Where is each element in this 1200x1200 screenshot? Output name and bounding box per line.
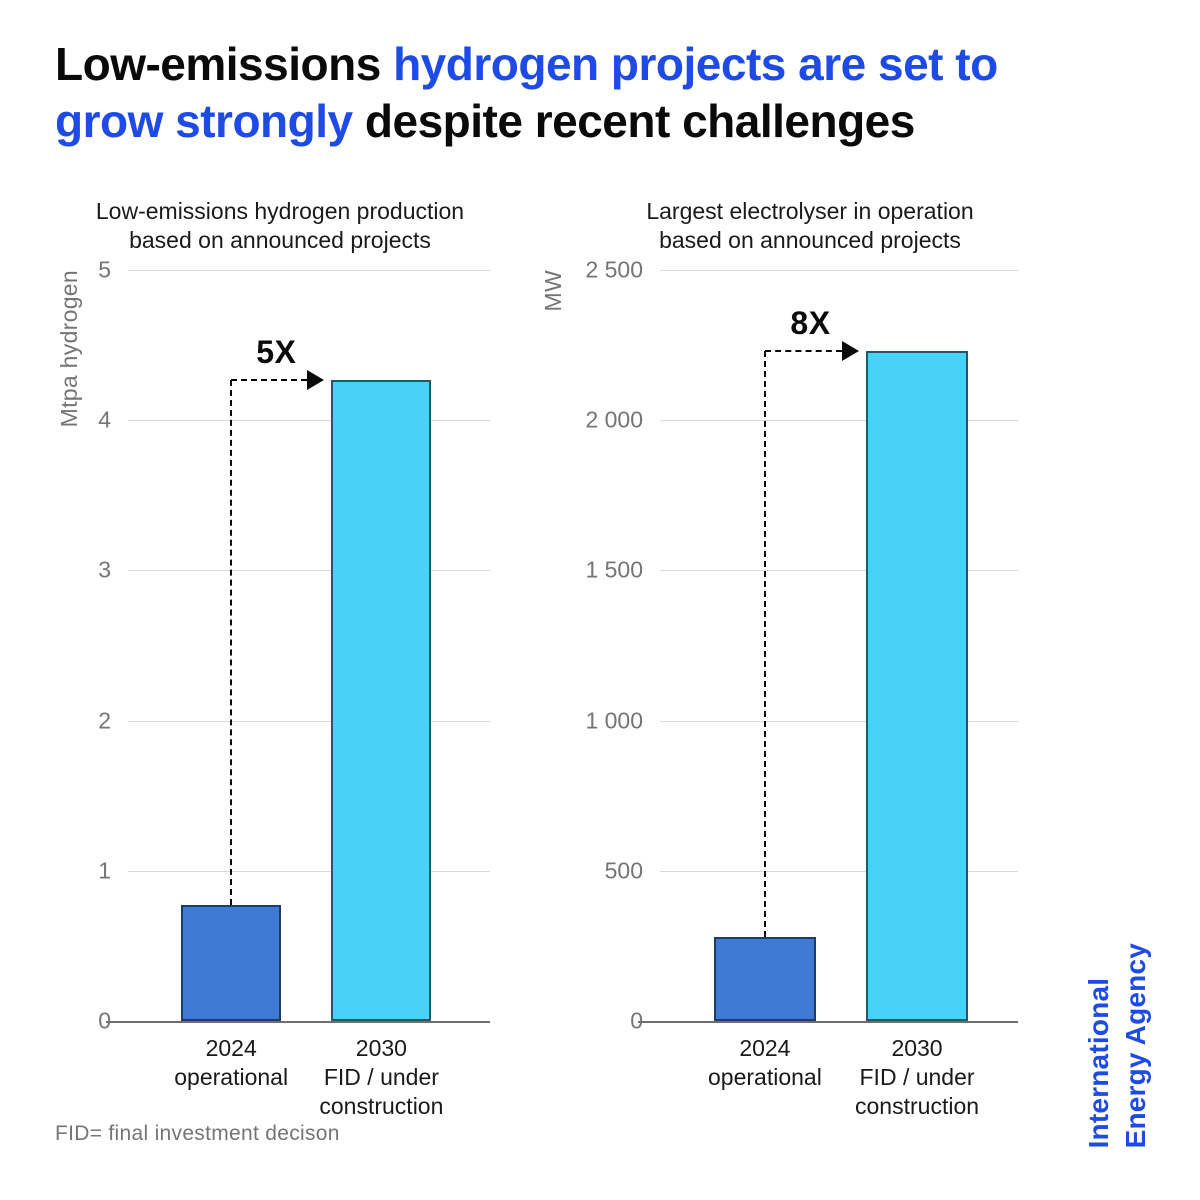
x-category-label: 2024 operational (121, 1034, 341, 1092)
bar-2030-fid-under-construction (866, 351, 969, 1021)
y-axis-label: Mtpa hydrogen (56, 270, 82, 428)
chart-subtitle: Largest electrolyser in operation based o… (570, 197, 1050, 255)
bar-2030-fid-under-construction (331, 379, 432, 1021)
annotation-multiplier-label: 8X (790, 305, 831, 342)
gridline (660, 720, 1018, 722)
title-segment-black-2: despite recent challenges (352, 95, 915, 147)
gridline (128, 570, 490, 572)
chart-hydrogen-production: Low-emissions hydrogen production based o… (40, 195, 550, 1135)
y-tick-label: 1 000 (585, 707, 643, 734)
y-tick-label: 0 (630, 1007, 643, 1034)
bar-2024-operational (713, 936, 816, 1021)
x-category-label-line-1: 2024 (205, 1035, 257, 1061)
chart-subtitle-line-2: based on announced projects (129, 227, 431, 253)
annotation-arrowhead-icon (307, 369, 325, 390)
footnote: FID= final investment decison (55, 1122, 340, 1145)
x-category-label-line-1: 2030 (355, 1035, 407, 1061)
annotation-arrowhead-icon (842, 341, 860, 362)
gridline (128, 720, 490, 722)
chart-subtitle: Low-emissions hydrogen production based o… (40, 197, 520, 255)
x-axis-line (106, 1021, 490, 1023)
gridline (660, 270, 1018, 271)
gridline (128, 870, 490, 872)
y-tick-label: 0 (98, 1007, 111, 1034)
x-category-label-line-3: construction (855, 1093, 980, 1119)
gridline (128, 420, 490, 422)
x-category-label-line-3: construction (319, 1093, 444, 1119)
x-category-label-line-2: operational (708, 1064, 822, 1090)
gridline (660, 570, 1018, 572)
y-tick-label: 1 (98, 857, 111, 884)
gridline (660, 420, 1018, 422)
x-category-label-line-2: operational (174, 1064, 289, 1090)
chart-largest-electrolyser: Largest electrolyser in operation based o… (540, 195, 1080, 1135)
iea-logo-line-2: Energy Agency (1120, 942, 1151, 1148)
annotation-dashed-horizontal (231, 378, 308, 381)
x-axis-line (638, 1021, 1018, 1023)
plot-area: 2024 operational 2030 FID / under constructi… (638, 270, 1018, 1119)
main-title: Low-emissions hydrogen projects are set … (55, 36, 1065, 150)
iea-logo-line-1: International (1083, 977, 1114, 1148)
gridline (128, 270, 490, 271)
annotation-multiplier-label: 5X (256, 333, 297, 370)
x-category-label: 2030 FID / under construction (271, 1034, 491, 1121)
y-tick-label: 2 (98, 707, 111, 734)
x-category-label: 2030 FID / under construction (807, 1034, 1027, 1121)
chart-subtitle-line-2: based on announced projects (659, 227, 961, 253)
title-segment-highlight: hydrogen projects are set to grow strong… (55, 38, 998, 147)
y-axis-label: MW (540, 270, 566, 312)
y-tick-label: 1 500 (585, 556, 643, 583)
y-tick-label: 3 (98, 556, 111, 583)
chart-subtitle-line-1: Low-emissions hydrogen production (95, 198, 465, 224)
x-category-label-line-2: FID / under (859, 1064, 975, 1090)
plot-area: 2024 operational 2030 FID / under constructi… (106, 270, 490, 1119)
title-segment-black-1: Low-emissions (55, 38, 394, 90)
y-tick-label: 500 (604, 857, 643, 884)
annotation-dashed-horizontal (764, 350, 843, 353)
annotation-dashed-vertical (763, 351, 766, 937)
y-tick-label: 2 500 (585, 256, 643, 283)
x-category-label-line-2: FID / under (323, 1064, 439, 1090)
x-category-label: 2024 operational (655, 1034, 875, 1092)
x-category-label-line-1: 2030 (891, 1035, 943, 1061)
y-tick-label: 5 (98, 256, 111, 283)
bar-2024-operational (181, 905, 282, 1021)
x-category-label-line-1: 2024 (739, 1035, 791, 1061)
y-tick-label: 2 000 (585, 406, 643, 433)
gridline (660, 870, 1018, 872)
iea-logo: International Energy Agency (1080, 943, 1154, 1148)
annotation-dashed-vertical (230, 379, 233, 906)
chart-subtitle-line-1: Largest electrolyser in operation (646, 198, 974, 224)
y-tick-label: 4 (98, 406, 111, 433)
